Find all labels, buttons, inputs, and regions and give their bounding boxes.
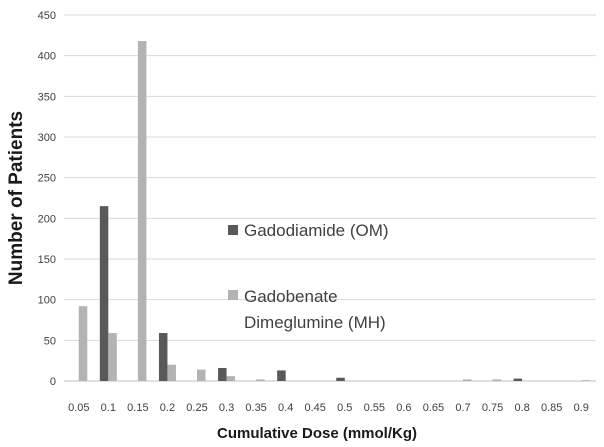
bar-gadodiamide-0.4 xyxy=(277,370,286,381)
x-tick-label: 0.65 xyxy=(423,402,444,414)
legend-swatch-gadodiamide xyxy=(228,225,238,235)
x-tick-label: 0.8 xyxy=(514,402,529,414)
x-tick-label: 0.4 xyxy=(278,402,293,414)
y-tick-label: 100 xyxy=(38,295,56,307)
x-tick-label: 0.25 xyxy=(186,402,207,414)
y-tick-label: 50 xyxy=(44,335,56,347)
bar-gadodiamide-0.8 xyxy=(513,378,523,381)
x-axis-label: Cumulative Dose (mmol/Kg) xyxy=(217,425,417,442)
bar-gadobenate-0.1 xyxy=(108,333,117,381)
x-tick-labels: 0.05 0.1 0.15 0.2 0.25 0.3 0.35 0.4 0.45 0.5 0.55 0… xyxy=(68,402,589,414)
bar-gadobenate-0.2 xyxy=(167,364,176,381)
x-tick-label: 0.05 xyxy=(68,402,89,414)
x-tick-label: 0.6 xyxy=(396,402,411,414)
bar-gadobenate-0.35 xyxy=(256,379,265,381)
x-tick-label: 0.1 xyxy=(101,402,116,414)
x-tick-label: 0.15 xyxy=(127,402,148,414)
y-tick-label: 250 xyxy=(38,173,56,185)
x-tick-label: 0.9 xyxy=(574,402,589,414)
bar-gadobenate-0.25 xyxy=(197,369,206,381)
bar-gadobenate-0.15 xyxy=(137,41,147,381)
bar-gadobenate-0.05 xyxy=(78,306,88,381)
gridlines xyxy=(64,14,596,382)
y-tick-labels: 0 50 100 150 200 250 300 350 400 450 xyxy=(38,10,56,388)
x-tick-label: 0.3 xyxy=(219,402,234,414)
y-tick-label: 350 xyxy=(38,91,56,103)
legend-label-gadobenate-line2: Dimeglumine (MH) xyxy=(244,313,386,332)
x-tick-label: 0.5 xyxy=(337,402,352,414)
legend-swatch-gadobenate xyxy=(228,290,238,300)
y-tick-label: 400 xyxy=(38,51,56,63)
x-tick-label: 0.2 xyxy=(160,402,175,414)
y-tick-label: 0 xyxy=(50,376,56,388)
x-tick-label: 0.35 xyxy=(245,402,266,414)
bar-gadodiamide-0.2 xyxy=(158,333,168,381)
legend-label-gadobenate-line1: Gadobenate xyxy=(244,287,338,306)
bar-gadodiamide-0.3 xyxy=(218,367,227,381)
bar-gadodiamide-0.5 xyxy=(336,377,345,381)
y-tick-label: 300 xyxy=(38,132,56,144)
y-tick-label: 150 xyxy=(38,254,56,266)
y-tick-label: 200 xyxy=(38,213,56,225)
y-tick-label: 450 xyxy=(38,10,56,22)
bar-gadobenate-0.75 xyxy=(492,379,502,381)
x-tick-label: 0.55 xyxy=(364,402,385,414)
bar-gadobenate-0.9 xyxy=(581,380,590,381)
legend: Gadodiamide (OM) Gadobenate Dimeglumine … xyxy=(228,221,389,332)
legend-label-gadodiamide: Gadodiamide (OM) xyxy=(244,221,389,240)
bar-gadobenate-0.7 xyxy=(463,379,472,381)
y-axis-label: Number of Patients xyxy=(6,111,27,285)
bar-gadodiamide-0.1 xyxy=(99,206,109,381)
x-tick-label: 0.45 xyxy=(305,402,326,414)
x-tick-label: 0.85 xyxy=(541,402,562,414)
x-tick-label: 0.7 xyxy=(455,402,470,414)
x-tick-label: 0.75 xyxy=(482,402,503,414)
bars xyxy=(78,41,590,381)
bar-gadobenate-0.3 xyxy=(226,376,236,381)
